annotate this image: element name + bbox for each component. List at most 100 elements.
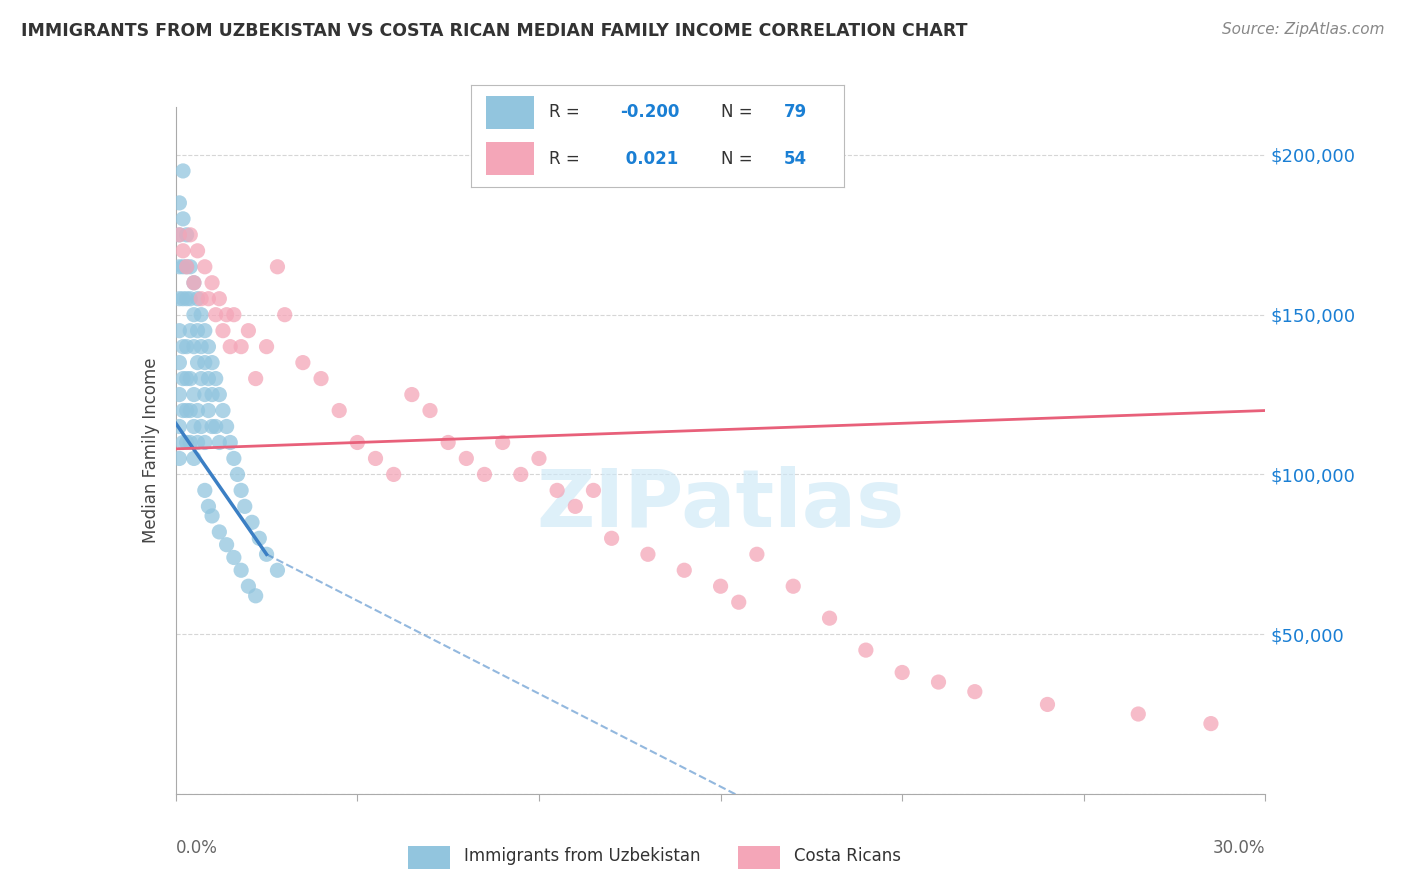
Point (309, 371, 332, 385)
Text: 79: 79 (785, 103, 807, 121)
Point (186, 403, 209, 417)
Point (172, 403, 194, 417)
Point (176, 435, 198, 450)
Point (245, 371, 267, 385)
Point (266, 260, 288, 274)
Point (891, 665, 914, 680)
Text: Immigrants from Uzbekistan: Immigrants from Uzbekistan (464, 847, 700, 865)
Point (179, 260, 201, 274)
Point (492, 435, 515, 450)
Point (963, 684, 986, 698)
Point (204, 419, 226, 434)
Point (226, 467, 249, 482)
Point (527, 451, 550, 466)
Point (256, 547, 278, 561)
Point (194, 260, 217, 274)
Point (215, 419, 238, 434)
Point (172, 164, 194, 178)
Text: IMMIGRANTS FROM UZBEKISTAN VS COSTA RICAN MEDIAN FAMILY INCOME CORRELATION CHART: IMMIGRANTS FROM UZBEKISTAN VS COSTA RICA… (21, 22, 967, 40)
Point (240, 516, 263, 530)
Point (169, 227, 191, 242)
Point (233, 500, 256, 514)
Point (176, 371, 198, 385)
Point (673, 563, 696, 577)
Point (183, 387, 205, 401)
Point (782, 579, 804, 593)
Point (222, 308, 245, 322)
Point (197, 340, 219, 354)
Text: 30.0%: 30.0% (1213, 838, 1265, 856)
Point (818, 611, 841, 625)
Point (219, 435, 242, 450)
Point (176, 340, 198, 354)
Point (179, 435, 201, 450)
Point (456, 451, 478, 466)
Point (328, 403, 350, 417)
Point (208, 524, 231, 539)
FancyBboxPatch shape (486, 96, 534, 128)
Point (212, 324, 235, 338)
Point (183, 308, 205, 322)
Point (637, 547, 659, 561)
Point (215, 538, 238, 552)
Point (346, 435, 368, 450)
Point (186, 356, 209, 370)
Text: Costa Ricans: Costa Ricans (794, 847, 901, 865)
Point (419, 403, 441, 417)
Point (208, 387, 231, 401)
Point (197, 403, 219, 417)
Point (291, 356, 314, 370)
Point (179, 292, 201, 306)
Point (169, 356, 191, 370)
Point (855, 643, 877, 657)
Point (247, 531, 270, 545)
Point (190, 371, 212, 385)
Point (179, 227, 201, 242)
Point (169, 387, 191, 401)
Point (176, 403, 198, 417)
Point (600, 531, 623, 545)
Point (266, 563, 288, 577)
FancyBboxPatch shape (486, 142, 534, 175)
Point (194, 324, 217, 338)
Point (364, 451, 387, 466)
Text: Source: ZipAtlas.com: Source: ZipAtlas.com (1222, 22, 1385, 37)
Point (169, 324, 191, 338)
Text: 0.021: 0.021 (620, 150, 678, 168)
Point (215, 308, 238, 322)
Point (190, 292, 212, 306)
Point (176, 260, 198, 274)
Point (437, 435, 460, 450)
Point (179, 403, 201, 417)
Point (186, 292, 209, 306)
Point (176, 292, 198, 306)
Y-axis label: Median Family Income: Median Family Income (142, 358, 160, 543)
Point (231, 483, 253, 498)
Text: 54: 54 (785, 150, 807, 168)
Point (176, 260, 198, 274)
Point (190, 340, 212, 354)
Point (231, 340, 253, 354)
Point (183, 276, 205, 290)
Point (186, 244, 209, 258)
Point (201, 356, 224, 370)
Point (194, 435, 217, 450)
Point (169, 195, 191, 210)
Point (169, 260, 191, 274)
Point (183, 451, 205, 466)
Text: -0.200: -0.200 (620, 103, 679, 121)
Point (169, 292, 191, 306)
FancyBboxPatch shape (738, 846, 780, 869)
Point (201, 419, 224, 434)
Point (183, 419, 205, 434)
Point (245, 589, 267, 603)
Point (401, 387, 423, 401)
Point (172, 435, 194, 450)
Point (382, 467, 405, 482)
Point (219, 340, 242, 354)
Point (190, 419, 212, 434)
Point (201, 276, 224, 290)
Point (190, 308, 212, 322)
Point (172, 260, 194, 274)
Point (745, 547, 768, 561)
